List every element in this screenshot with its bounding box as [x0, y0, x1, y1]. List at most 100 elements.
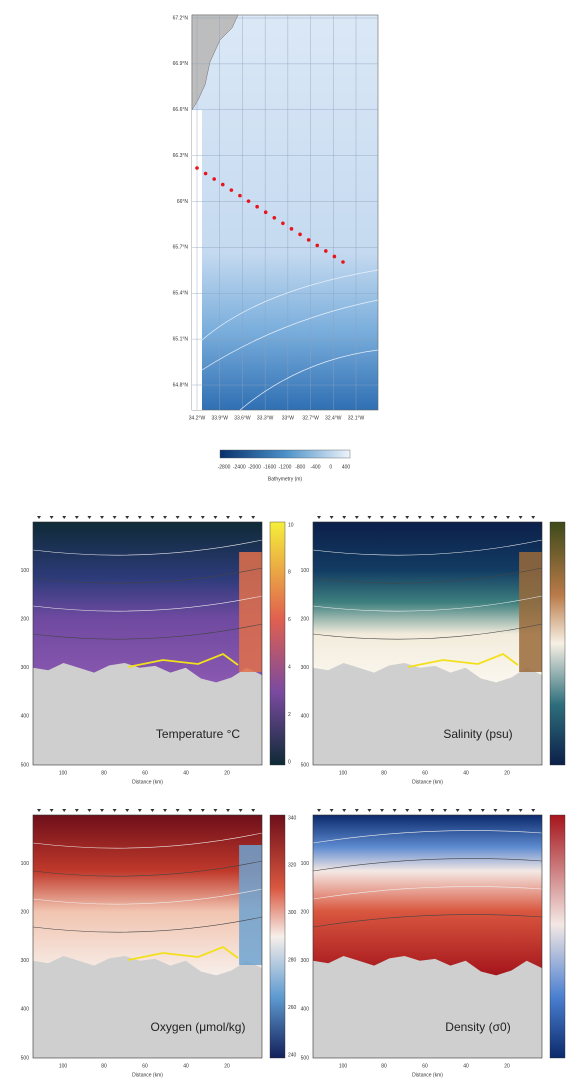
contour: [32, 539, 263, 556]
station-marker: [443, 516, 447, 519]
station-marker: [74, 516, 79, 519]
station: [238, 193, 242, 198]
station: [203, 171, 208, 176]
station-marker: [405, 516, 410, 519]
station-marker: [238, 809, 243, 812]
lon-label: 32.7°W: [302, 415, 319, 421]
contour: [201, 269, 379, 341]
y-tick-label: 100: [21, 568, 30, 574]
colorbar-tick: 280: [288, 958, 297, 964]
colorbar-tick: 300: [288, 910, 297, 916]
colorbar-tick: 2: [288, 712, 291, 718]
lat-label: 64.8°N: [173, 382, 189, 388]
land: [191, 14, 239, 111]
station-marker: [480, 516, 485, 519]
y-tick-label: 200: [21, 910, 30, 916]
station-marker: [100, 516, 104, 519]
station-marker: [354, 516, 359, 519]
colorbar-tick: -400: [310, 464, 320, 470]
shelf-water: [239, 552, 262, 672]
station-marker: [417, 809, 422, 812]
station-marker: [213, 809, 218, 812]
station-marker: [380, 809, 384, 812]
section-field: [33, 522, 262, 683]
lat-label: 66.3°N: [173, 153, 189, 159]
x-axis-label: Distance (km): [412, 1072, 443, 1078]
contour: [32, 860, 263, 877]
x-tick-label: 60: [422, 1063, 428, 1069]
panel-colorbar: [269, 521, 286, 766]
panel-frame: [312, 814, 543, 1059]
station-marker: [62, 809, 67, 812]
contour: [239, 349, 379, 411]
station: [332, 254, 337, 259]
x-tick-label: 80: [101, 1063, 107, 1069]
y-tick-label: 300: [301, 958, 310, 964]
station-marker: [405, 809, 410, 812]
station-marker: [163, 516, 167, 519]
station-marker: [175, 516, 180, 519]
colorbar-tick: -1200: [279, 464, 292, 470]
y-tick-label: 500: [301, 1055, 310, 1061]
station-marker: [518, 516, 523, 519]
panel-frame: [32, 814, 263, 1059]
station-marker: [188, 809, 193, 812]
contour: [312, 567, 543, 584]
station-marker: [37, 809, 41, 812]
bathymetry-colorbar: [219, 449, 351, 459]
x-tick-label: 100: [59, 770, 68, 776]
contour: [32, 832, 263, 849]
station-marker: [506, 809, 510, 812]
panel-colorbar: [549, 814, 566, 1059]
y-tick-label: 200: [301, 617, 310, 623]
station-marker: [137, 809, 142, 812]
x-tick-label: 40: [463, 1063, 469, 1069]
station-marker: [518, 809, 523, 812]
contour: [312, 858, 543, 872]
contour: [32, 888, 263, 905]
x-tick-label: 100: [59, 1063, 68, 1069]
lat-label: 66.6°N: [173, 107, 189, 113]
x-tick-label: 100: [339, 770, 348, 776]
station-marker: [329, 516, 334, 519]
x-tick-label: 60: [422, 770, 428, 776]
colorbar-tick: 240: [288, 1052, 297, 1058]
contour: [312, 595, 543, 612]
station-marker: [87, 809, 92, 812]
y-tick-label: 300: [21, 665, 30, 671]
station-marker: [455, 809, 460, 812]
station-marker: [455, 516, 460, 519]
contour: [32, 595, 263, 612]
colorbar-label: Bathymetry (m): [268, 476, 303, 482]
lat-label: 66.9°N: [173, 61, 189, 67]
station-marker: [354, 809, 359, 812]
x-tick-label: 80: [381, 1063, 387, 1069]
lat-label: 65.4°N: [173, 291, 189, 297]
panel-colorbar: [549, 521, 566, 766]
map-frame: [191, 14, 379, 411]
station-marker: [493, 516, 498, 519]
station-marker: [468, 809, 473, 812]
lon-label: 32.4°W: [325, 415, 342, 421]
x-tick-label: 20: [224, 770, 230, 776]
yellow-line: [127, 652, 239, 668]
y-tick-label: 300: [21, 958, 30, 964]
station-marker: [367, 809, 372, 812]
station-marker: [87, 516, 92, 519]
yellow-line: [127, 945, 239, 961]
station-marker: [163, 809, 167, 812]
lon-label: 32.1°W: [348, 415, 365, 421]
station-marker: [74, 809, 79, 812]
colorbar-tick: 340: [288, 815, 297, 821]
station-marker: [417, 516, 422, 519]
station-marker: [213, 516, 218, 519]
panel-frame: [32, 521, 263, 766]
y-tick-label: 200: [301, 910, 310, 916]
lon-label: 33.6°W: [234, 415, 251, 421]
station-marker: [251, 516, 256, 519]
station-marker: [506, 516, 510, 519]
section-field: [313, 815, 542, 976]
station-marker: [100, 809, 104, 812]
lon-label: 33.9°W: [211, 415, 228, 421]
contour: [32, 567, 263, 584]
